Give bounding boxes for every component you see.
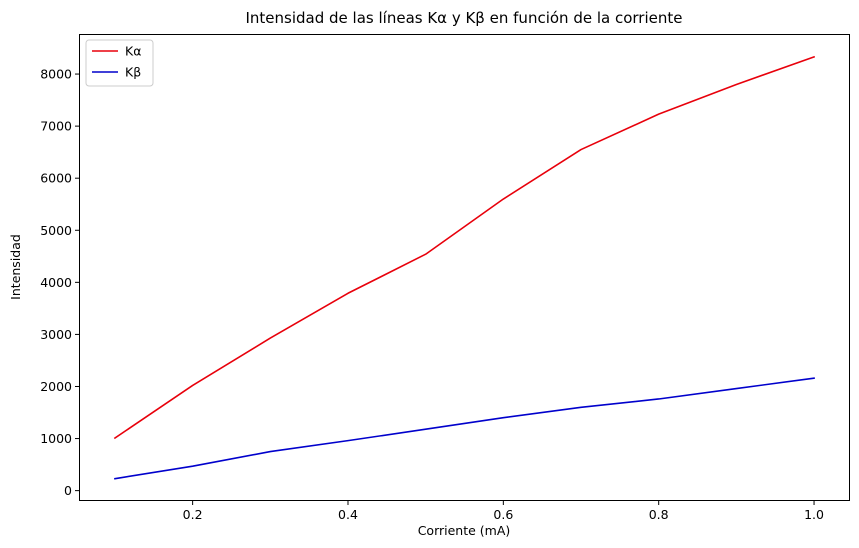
x-axis-label: Corriente (mA) — [418, 523, 511, 538]
legend-label: Kβ — [125, 65, 141, 80]
legend: Kα Kβ — [85, 39, 154, 87]
series-line-k-beta — [114, 377, 815, 480]
y-tick-label: 1000 — [40, 431, 72, 446]
x-tick-label: 1.0 — [804, 507, 824, 522]
y-tick-label: 0 — [64, 483, 72, 498]
chart-title: Intensidad de las líneas Kα y Kβ en func… — [246, 9, 683, 27]
x-tick-label: 0.6 — [493, 507, 513, 522]
series-line-k-alpha — [113, 55, 816, 440]
y-tick-label: 8000 — [40, 67, 72, 82]
x-tick-label: 0.8 — [649, 507, 669, 522]
y-tick-label: 4000 — [40, 275, 72, 290]
y-axis-ticks: 0 1000 2000 3000 4000 5000 6000 7000 8000 — [40, 67, 80, 498]
x-tick-label: 0.4 — [338, 507, 358, 522]
y-tick-label: 3000 — [40, 327, 72, 342]
y-tick-label: 2000 — [40, 379, 72, 394]
x-tick-label: 0.2 — [183, 507, 203, 522]
y-tick-label: 5000 — [40, 223, 72, 238]
y-axis-label: Intensidad — [8, 234, 23, 300]
series-layer — [113, 55, 816, 480]
y-tick-label: 6000 — [40, 171, 72, 186]
legend-box — [85, 39, 154, 87]
legend-label: Kα — [125, 44, 141, 59]
y-tick-label: 7000 — [40, 119, 72, 134]
plot-frame — [79, 34, 850, 501]
x-axis-ticks: 0.2 0.4 0.6 0.8 1.0 — [183, 500, 824, 522]
plot-area — [79, 34, 850, 501]
